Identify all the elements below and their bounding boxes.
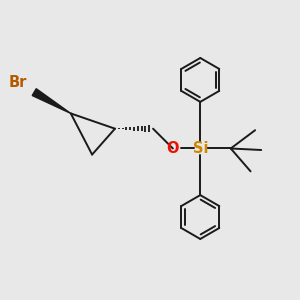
Text: Br: Br — [8, 75, 27, 90]
Polygon shape — [32, 89, 71, 113]
Text: O: O — [167, 141, 179, 156]
Text: Si: Si — [193, 141, 208, 156]
